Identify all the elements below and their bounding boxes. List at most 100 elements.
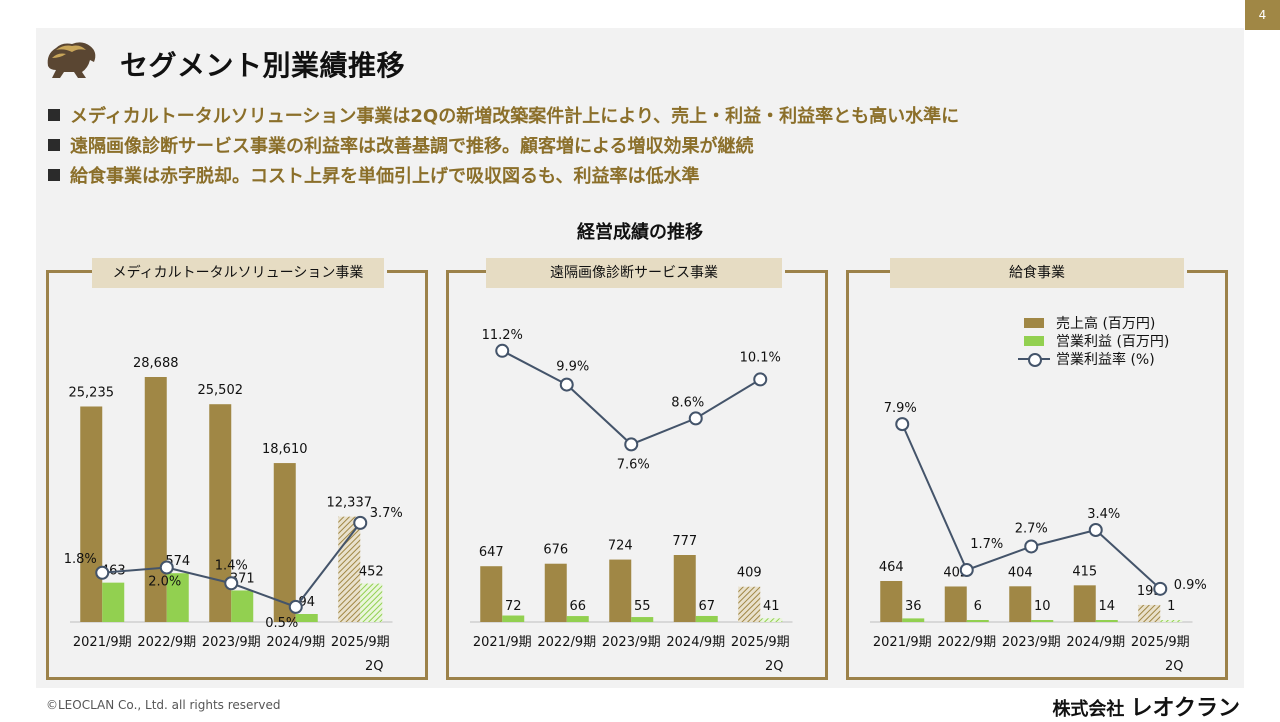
margin-value-label: 0.5% — [265, 616, 298, 631]
margin-point — [288, 599, 303, 614]
margin-value-label: 1.4% — [215, 558, 248, 573]
profit-value-label: 55 — [634, 599, 651, 614]
category-label: 2Q — [365, 659, 384, 674]
margin-line — [501, 349, 761, 446]
margin-point — [95, 565, 110, 580]
legend-item-margin: 営業利益率 (%) — [1018, 350, 1169, 368]
sales-bar — [144, 377, 167, 622]
sales-value-label: 415 — [1072, 564, 1097, 579]
profit-bar — [1095, 620, 1118, 622]
category-label: 2023/9期 — [602, 635, 661, 650]
sales-value-label: 18,610 — [262, 442, 308, 457]
category-label: 2025/9期 — [731, 635, 790, 650]
bullet-list: メディカルトータルソリューション事業は2Qの新増改築案件計上により、売上・利益・… — [48, 100, 959, 190]
sales-bar — [1073, 585, 1096, 622]
margin-point — [495, 343, 510, 358]
category-label: 2024/9期 — [266, 635, 325, 650]
legend-label: 営業利益 (百万円) — [1056, 334, 1170, 350]
sales-bar — [609, 559, 632, 622]
sales-value-label: 777 — [672, 534, 697, 549]
sales-value-label: 28,688 — [133, 356, 179, 371]
profit-value-label: 6 — [974, 599, 982, 614]
margin-value-label: 10.1% — [740, 350, 781, 365]
profit-bar — [1031, 620, 1054, 622]
margin-point — [1088, 523, 1103, 537]
sales-value-label: 12,337 — [327, 496, 373, 511]
profit-bar — [360, 583, 383, 622]
profit-value-label: 72 — [505, 599, 522, 614]
panel-frame-medical — [46, 270, 428, 680]
category-label: 2025/9期 — [331, 635, 390, 650]
margin-value-label: 2.7% — [1015, 521, 1048, 536]
profit-bar — [902, 618, 925, 622]
category-label: 2023/9期 — [202, 635, 261, 650]
sales-value-label: 25,235 — [69, 385, 115, 400]
profit-bar — [760, 618, 783, 622]
profit-bar — [566, 616, 589, 622]
panel-frame-imaging — [446, 270, 828, 680]
sales-bar — [544, 563, 567, 622]
legend-item-sales: 売上高 (百万円) — [1024, 314, 1169, 332]
profit-bar — [695, 615, 718, 622]
profit-value-label: 36 — [905, 599, 922, 614]
profit-bar — [295, 614, 318, 622]
margin-point — [559, 377, 574, 392]
bullet-text: 給食事業は赤字脱却。コスト上昇を単価引上げで吸収図るも、利益率は低水準 — [70, 166, 700, 187]
bullet-text: 遠隔画像診断サービス事業の利益率は改善基調で推移。顧客増による増収効果が継続 — [70, 136, 754, 157]
sales-bar — [80, 406, 103, 622]
margin-value-label: 7.9% — [884, 401, 917, 416]
category-label: 2Q — [1165, 659, 1184, 674]
margin-value-label: 3.7% — [370, 506, 403, 521]
sales-value-label: 404 — [1008, 565, 1033, 580]
category-label: 2023/9期 — [1002, 635, 1061, 650]
copyright: ©LEOCLAN Co., Ltd. all rights reserved — [46, 698, 281, 712]
category-label: 2025/9期 — [1131, 635, 1190, 650]
category-label: 2022/9期 — [137, 635, 196, 650]
sales-bar — [1138, 604, 1161, 622]
section-title: 経営成績の推移 — [577, 222, 703, 243]
margin-line — [901, 423, 1161, 590]
profit-value-label: 10 — [1034, 599, 1051, 614]
category-label: 2024/9期 — [1066, 635, 1125, 650]
sales-value-label: 724 — [608, 539, 633, 554]
company-brand: 株式会社 レオクラン — [1052, 690, 1240, 722]
sales-bar — [480, 566, 503, 622]
margin-value-label: 7.6% — [617, 457, 650, 472]
bullet-square-icon — [48, 139, 60, 151]
sales-bar — [209, 404, 232, 622]
panel-title-food: 給食事業 — [890, 258, 1184, 288]
sales-bar — [673, 555, 696, 622]
margin-point — [1024, 539, 1039, 554]
category-label: 2021/9期 — [73, 635, 132, 650]
profit-value-label: 452 — [359, 565, 384, 580]
margin-value-label: 1.7% — [970, 537, 1003, 552]
margin-point — [159, 560, 174, 575]
sales-bar — [880, 581, 903, 622]
category-label: 2024/9期 — [666, 635, 725, 650]
sales-value-label: 676 — [543, 543, 568, 558]
profit-value-label: 14 — [1098, 599, 1115, 614]
margin-point — [895, 417, 910, 432]
bullet-item: メディカルトータルソリューション事業は2Qの新増改築案件計上により、売上・利益・… — [48, 100, 959, 130]
bullet-square-icon — [48, 169, 60, 181]
margin-point — [753, 372, 768, 387]
profit-bar — [166, 573, 189, 622]
margin-value-label: 1.8% — [64, 552, 97, 567]
margin-value-label: 0.9% — [1174, 578, 1207, 593]
brand-name: レオクラン — [1130, 696, 1240, 721]
bullet-text: メディカルトータルソリューション事業は2Qの新増改築案件計上により、売上・利益・… — [70, 106, 960, 127]
margin-point — [624, 437, 639, 452]
margin-value-label: 3.4% — [1087, 507, 1120, 522]
margin-value-label: 9.9% — [556, 360, 589, 375]
profit-value-label: 41 — [763, 599, 780, 614]
category-label: 2Q — [765, 659, 784, 674]
lion-logo-icon — [47, 42, 96, 78]
sales-bar — [738, 586, 761, 622]
sales-value-label: 409 — [737, 566, 762, 581]
profit-bar — [1160, 620, 1183, 622]
bullet-square-icon — [48, 109, 60, 121]
margin-value-label: 2.0% — [148, 575, 181, 590]
profit-bar — [502, 615, 525, 622]
bullet-item: 遠隔画像診断サービス事業の利益率は改善基調で推移。顧客増による増収効果が継続 — [48, 130, 959, 160]
